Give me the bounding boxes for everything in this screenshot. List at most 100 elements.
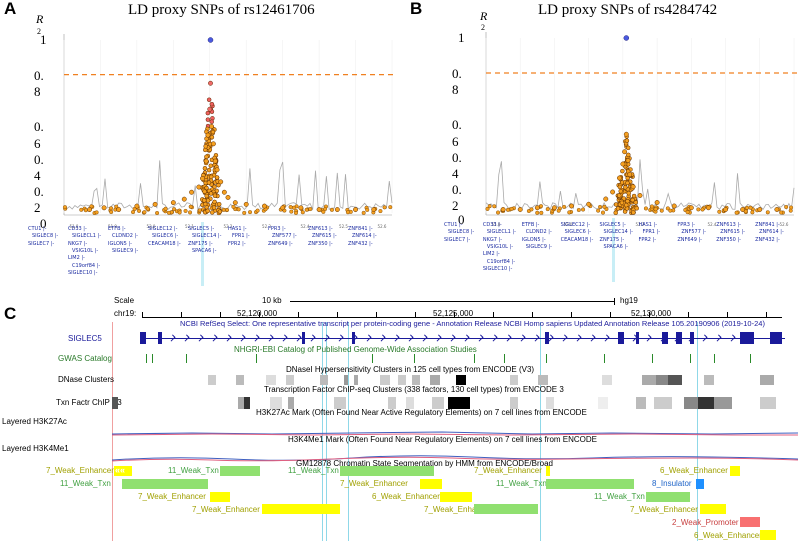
snp-point [485, 206, 490, 211]
dnase-block [208, 375, 216, 385]
snp-point [134, 203, 140, 209]
dnase-block [602, 375, 612, 385]
snp-point [188, 204, 193, 209]
snp-point [586, 201, 592, 207]
gwas-mark [652, 354, 653, 363]
snp-point [626, 190, 631, 196]
gene-label: VSIG10L |- [72, 247, 99, 254]
ruler-pos-3: 52,130,000 [631, 309, 672, 318]
snp-point [170, 200, 176, 206]
tfbs-desc: Transcription Factor ChIP-seq Clusters (… [264, 385, 564, 394]
h3k4-signal [112, 455, 798, 462]
ruler-tick [298, 312, 299, 317]
dnase-block [656, 375, 668, 385]
snp-point [700, 207, 705, 212]
snp-point [202, 166, 208, 171]
snp-point [623, 131, 629, 137]
gene-label: SIGLEC10 |- [68, 269, 98, 276]
highlight-region [200, 222, 204, 286]
gene-label: NKG7 |- [68, 240, 88, 247]
gwas-mark [372, 354, 373, 363]
gene-label: ZNF350 |- [716, 236, 741, 243]
gwas-label[interactable]: GWAS Catalog [58, 354, 112, 363]
exon [545, 332, 549, 344]
snp-point [163, 206, 168, 211]
refseq-gene-label[interactable]: SIGLEC5 [68, 334, 102, 343]
panel-b-ylabel-sup: 2 [481, 23, 485, 32]
snp-point [202, 198, 207, 203]
highlight-line [322, 322, 323, 541]
h3k4-label[interactable]: Layered H3K4Me1 [2, 444, 69, 453]
dnase-label[interactable]: DNase Clusters [58, 375, 115, 384]
chromhmm-label: 7_Weak_Enhancer [138, 492, 206, 501]
dnase-block [412, 375, 420, 385]
snp-point [225, 207, 230, 212]
snp-point [534, 205, 540, 211]
snp-point [665, 206, 670, 211]
snp-point [654, 200, 660, 205]
h3k27-label[interactable]: Layered H3K27Ac [2, 417, 67, 426]
gene-label: SIGLEC14 |- [603, 229, 633, 236]
chromhmm-label: 11_Weak_Txn [60, 479, 111, 488]
snp-point [221, 189, 227, 195]
chromhmm-block [210, 492, 230, 502]
snp-point [205, 208, 210, 214]
chromhmm-label: 6_Weak_Enhancer [372, 492, 440, 501]
chromhmm-label: 11_Weak_Txn [168, 466, 219, 475]
snp-point [172, 207, 177, 212]
chromhmm-block [700, 504, 726, 514]
y-tick: 1 [40, 32, 47, 47]
y-tick: 4 [452, 166, 459, 181]
y-tick: 0. [34, 68, 44, 83]
snp-point [181, 196, 187, 202]
snp-point [623, 185, 628, 190]
dnase-block [642, 375, 656, 385]
snp-point [298, 205, 304, 211]
chromhmm-block [740, 517, 760, 527]
gene-label: CLDND2 |- [112, 233, 138, 240]
chromhmm-block [646, 492, 690, 502]
snp-point [87, 207, 92, 212]
snp-point [388, 205, 393, 210]
exon [676, 332, 682, 344]
snp-point [620, 168, 625, 174]
tfbs-block [270, 397, 282, 409]
gene-label: ZNF614 |- [759, 229, 784, 236]
tfbs-block [698, 397, 714, 409]
scale-label: Scale [114, 296, 135, 305]
snp-point [209, 134, 215, 140]
tfbs-block [238, 397, 244, 409]
snp-point [232, 200, 238, 206]
gene-label: SIGLEC9 |- [525, 243, 552, 250]
snp-point [625, 180, 630, 186]
ruler-tick [220, 312, 221, 317]
snp-point [717, 209, 722, 214]
snp-point [200, 175, 205, 181]
chromhmm-block [262, 504, 340, 514]
snp-point [757, 207, 763, 212]
snp-point [206, 97, 212, 103]
ruler-line [142, 317, 782, 318]
gwas-mark [714, 354, 715, 363]
snp-point [231, 204, 236, 209]
gene-label: ETFB |- [108, 226, 126, 232]
snp-point [617, 175, 622, 181]
ruler-pos-2: 52,125,000 [433, 309, 473, 318]
gene-label: IGLON5 |- [108, 240, 132, 247]
x-tick-label: 52.4 [301, 224, 310, 229]
y-tick: 8 [34, 84, 41, 99]
gwas-mark [504, 354, 505, 363]
tfbs-label[interactable]: Txn Factr ChIP E3 [56, 398, 122, 407]
snp-point [316, 207, 322, 212]
ruler-tick [376, 312, 377, 317]
gene-label: CTU1 |- [444, 222, 463, 228]
snp-point [624, 202, 629, 208]
snp-point [207, 106, 213, 112]
snp-point [723, 207, 729, 212]
snp-point [653, 207, 658, 212]
snp-point [203, 158, 209, 164]
snp-point [545, 207, 550, 212]
snp-point [620, 161, 626, 167]
gene-label: CLDND2 |- [525, 229, 552, 236]
snp-point [622, 149, 628, 155]
